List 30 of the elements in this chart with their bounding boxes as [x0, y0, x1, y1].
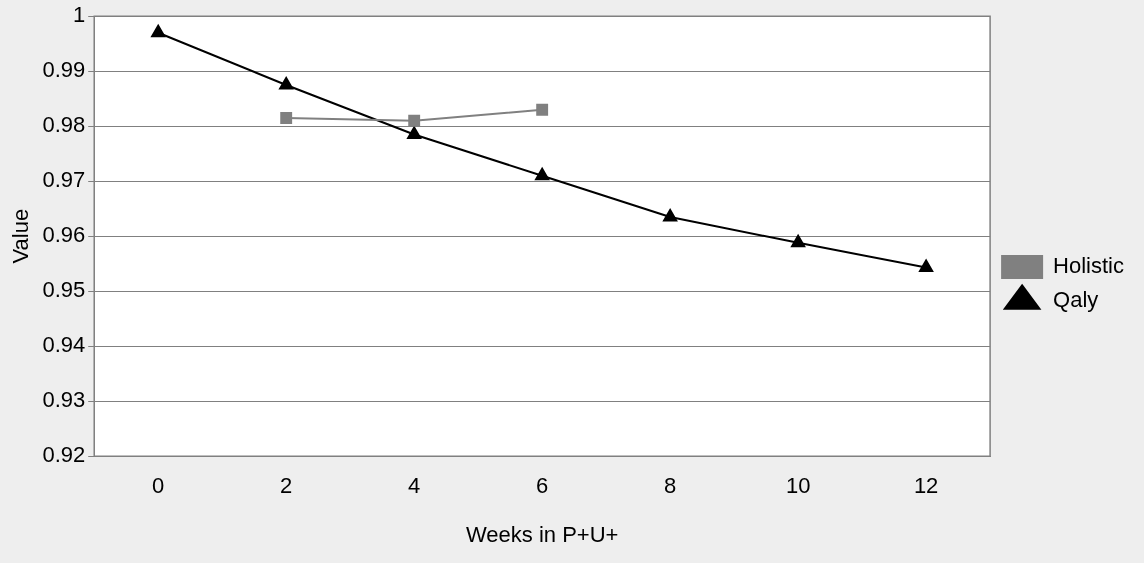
- x-tick-label: 8: [664, 473, 677, 499]
- legend-label: Holistic: [1053, 253, 1125, 279]
- point: [663, 208, 678, 222]
- y-tick-label: 0.92: [42, 442, 86, 468]
- x-tick-label: 12: [913, 473, 939, 499]
- y-tick-label: 0.98: [42, 112, 86, 138]
- y-tick-label: 0.93: [42, 387, 86, 413]
- point: [919, 259, 934, 273]
- point: [791, 234, 806, 248]
- x-tick-label: 0: [152, 473, 165, 499]
- x-tick-label: 6: [536, 473, 549, 499]
- y-tick-label: 1: [72, 2, 86, 28]
- x-tick-label: 4: [408, 473, 421, 499]
- point: [535, 167, 550, 181]
- point: [279, 76, 294, 90]
- y-tick-label: 0.95: [42, 277, 86, 303]
- point: [151, 24, 166, 38]
- point: [536, 103, 549, 116]
- y-tick-label: 0.94: [42, 332, 86, 358]
- x-axis-title: Weeks in P+U+: [465, 521, 619, 547]
- point: [280, 112, 293, 124]
- legend-label: Qaly: [1053, 287, 1099, 313]
- y-tick-label: 0.99: [42, 57, 86, 83]
- point: [407, 126, 422, 139]
- point: [408, 114, 421, 127]
- x-tick-label: 2: [280, 473, 293, 499]
- x-tick-label: 10: [785, 473, 811, 499]
- y-axis-title: Value: [8, 208, 34, 264]
- y-tick-label: 0.97: [42, 167, 86, 193]
- y-tick-label: 0.96: [42, 222, 86, 248]
